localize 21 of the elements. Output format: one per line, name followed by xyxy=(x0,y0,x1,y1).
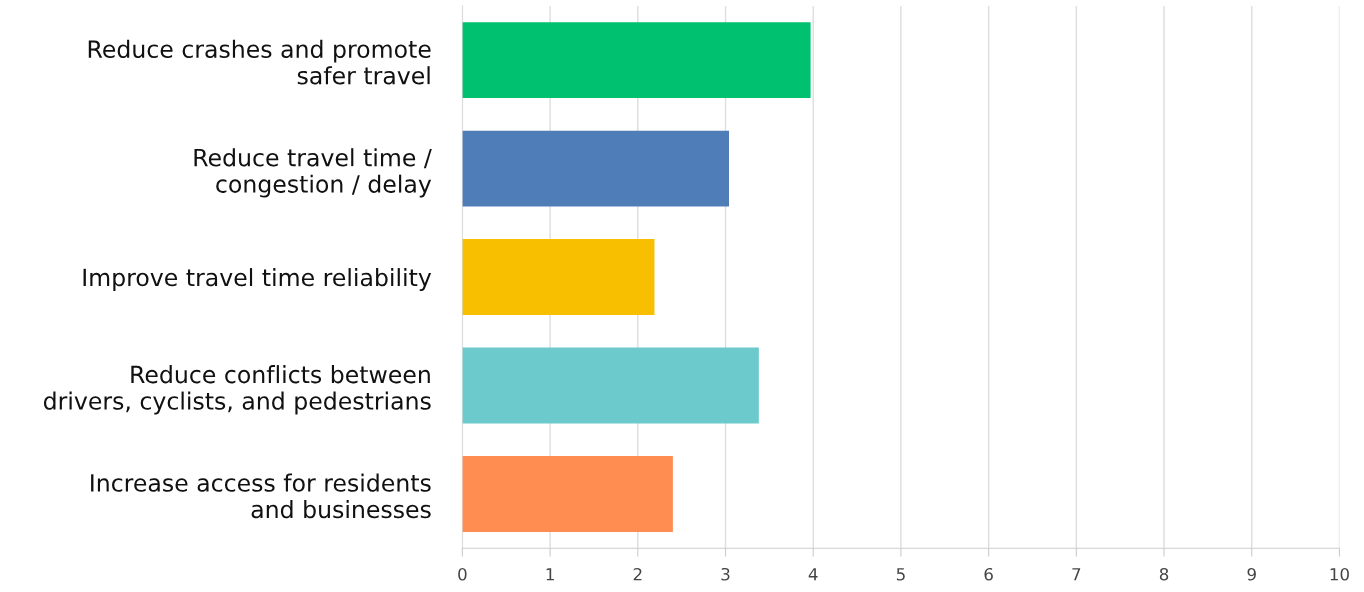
bar xyxy=(462,347,759,424)
x-tick-label: 5 xyxy=(896,568,905,581)
bar xyxy=(462,239,655,316)
x-tick-label: 10 xyxy=(1330,567,1349,581)
bar xyxy=(462,456,673,532)
x-tick-label: 8 xyxy=(1159,567,1169,581)
x-tick-label: 1 xyxy=(546,568,554,581)
x-tick-label: 0 xyxy=(458,567,467,581)
x-tick-label: 6 xyxy=(984,567,993,581)
x-tick-label: 4 xyxy=(808,568,818,581)
bar xyxy=(462,130,730,207)
y-tick-label: Reduce travel time / congestion / delay xyxy=(194,148,432,198)
x-tick-label: 9 xyxy=(1247,567,1256,581)
y-tick-label: Reduce crashes and promote safer travel xyxy=(88,39,431,85)
bar xyxy=(462,22,811,99)
y-tick-label: Improve travel time reliability xyxy=(83,268,432,291)
x-tick-label: 7 xyxy=(1072,568,1081,581)
x-tick-label: 3 xyxy=(721,567,730,581)
y-tick-label: Reduce conflicts between drivers, cyclists, and pedestrians xyxy=(43,365,431,415)
y-tick-label: Increase access for residents and businesses xyxy=(91,473,431,519)
x-tick-label: 2 xyxy=(633,567,642,581)
